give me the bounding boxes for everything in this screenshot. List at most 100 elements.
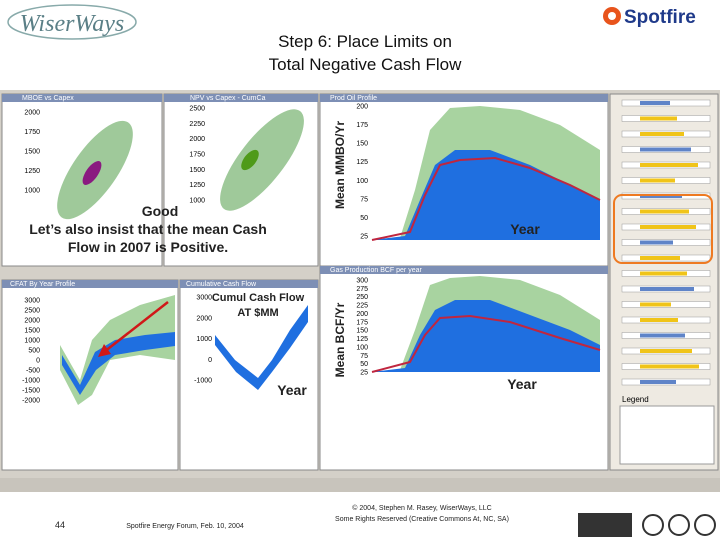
- y-tick-label: 1750: [189, 152, 205, 159]
- y-tick-label: 2500: [189, 106, 205, 113]
- sliders: [621, 99, 711, 386]
- y-tick-label: 500: [28, 348, 40, 355]
- filter-range: [640, 132, 684, 136]
- panel-titlebar: [164, 94, 318, 102]
- filter-range: [640, 302, 671, 307]
- filter-range: [640, 240, 673, 245]
- y-tick-label: 2000: [24, 110, 40, 117]
- filter-range: [640, 349, 692, 353]
- mean-line: [371, 156, 601, 241]
- y-tick-label: 0: [36, 358, 40, 365]
- y-tick-label: 1000: [24, 188, 40, 195]
- y-tick-label: 2000: [196, 315, 212, 322]
- cc-badge: [578, 513, 632, 537]
- axis-label: Mean BCF/Yr: [333, 302, 347, 377]
- annotation: Let’s also insist that the mean Cash: [29, 221, 267, 237]
- footer-event: Spotfire Energy Forum, Feb. 10, 2004: [126, 523, 244, 530]
- filter-range: [640, 287, 694, 291]
- x-axis-label: Year: [507, 376, 537, 392]
- cc-icon: [694, 514, 716, 536]
- title-line: Step 6: Place Limits on: [278, 32, 452, 51]
- y-tick-label: 25: [360, 234, 368, 241]
- selected-band: [62, 332, 175, 395]
- highlight: [613, 194, 713, 264]
- panel-titlebar: [320, 266, 608, 274]
- y-tick-label: 1500: [24, 149, 40, 156]
- cc-icon: [668, 514, 690, 536]
- panel-title: Cumulative Cash Flow: [186, 281, 257, 288]
- selected-band: [372, 300, 600, 372]
- filter-range: [640, 178, 675, 183]
- panel-title: Prod Oil Profile: [330, 95, 377, 102]
- y-tick-label: 75: [360, 196, 368, 203]
- filter-range: [640, 256, 680, 260]
- annotation: Good: [142, 203, 179, 219]
- panel-title: Gas Production BCF per year: [330, 267, 422, 274]
- y-tick-label: 275: [356, 286, 368, 293]
- y-tick-label: -500: [26, 368, 40, 375]
- filter-range: [640, 271, 687, 276]
- x-axis-label: Year: [277, 382, 307, 398]
- y-tick-label: 1500: [24, 328, 40, 335]
- filter-range: [640, 116, 677, 121]
- brand: Spotfire: [624, 7, 696, 28]
- y-tick-label: 150: [356, 141, 368, 148]
- y-tick-label: 2000: [24, 318, 40, 325]
- y-tick-label: -1000: [22, 378, 40, 385]
- y-tick-label: 2500: [24, 308, 40, 315]
- x-axis-label: Year: [510, 221, 540, 237]
- y-tick-label: 225: [356, 303, 368, 310]
- title-line: Total Negative Cash Flow: [269, 55, 462, 74]
- brand-icon-hole: [608, 12, 616, 20]
- y-tick-label: 200: [356, 104, 368, 111]
- y-tick-label: 50: [360, 215, 368, 222]
- y-tick-label: 1500: [189, 167, 205, 174]
- y-tick-label: 1000: [196, 336, 212, 343]
- annotation: Flow in 2007 is Positive.: [68, 239, 228, 255]
- y-tick-label: 3000: [24, 298, 40, 305]
- filter-range: [640, 333, 685, 338]
- logo-ring: [7, 4, 137, 40]
- y-tick-label: -2000: [22, 398, 40, 405]
- y-tick-label: 75: [360, 353, 368, 360]
- arrow: [103, 301, 169, 353]
- scatter-selection: [241, 149, 259, 171]
- filter-range: [640, 147, 691, 152]
- scatter-cloud: [220, 109, 304, 211]
- y-tick-label: 300: [356, 278, 368, 285]
- y-tick-label: 200: [356, 311, 368, 318]
- filter-range: [640, 209, 689, 214]
- y-tick-label: 150: [356, 328, 368, 335]
- y-tick-label: 1250: [24, 168, 40, 175]
- y-tick-label: 1250: [189, 182, 205, 189]
- filter-range: [640, 380, 676, 384]
- y-tick-label: 3000: [196, 295, 212, 302]
- y-tick-label: -1000: [194, 378, 212, 385]
- panel-title: NPV vs Capex - CumCa: [190, 95, 266, 102]
- footer-copyright: © 2004, Stephen M. Rasey, WiserWays, LLC: [352, 504, 491, 512]
- panel-titlebar: [2, 280, 178, 288]
- selected-band: [215, 305, 308, 390]
- y-tick-label: 250: [356, 294, 368, 301]
- panel-title: CFAT By Year Profile: [10, 281, 75, 288]
- axis-label: Mean MMBO/Yr: [333, 121, 347, 209]
- y-tick-label: 2000: [189, 136, 205, 143]
- panel-label: AT $MM: [237, 307, 278, 319]
- y-tick-label: 125: [356, 336, 368, 343]
- sidebar-title: Legend: [622, 395, 649, 404]
- logo: WiserWays: [20, 11, 124, 37]
- panel-titlebar: [320, 94, 608, 102]
- page-number: 44: [55, 520, 65, 530]
- footer-copyright: Some Rights Reserved (Creative Commons A…: [335, 516, 509, 523]
- legend-box: [619, 405, 715, 465]
- y-tick-label: 1750: [24, 129, 40, 136]
- scatter-selection: [82, 161, 102, 185]
- panel: [1, 93, 163, 267]
- filter-range: [640, 364, 699, 369]
- filter-range: [640, 101, 670, 105]
- filter-range: [640, 225, 696, 229]
- arrow-head: [98, 344, 111, 357]
- panel-titlebar: [2, 94, 162, 102]
- mean-line: [371, 314, 601, 373]
